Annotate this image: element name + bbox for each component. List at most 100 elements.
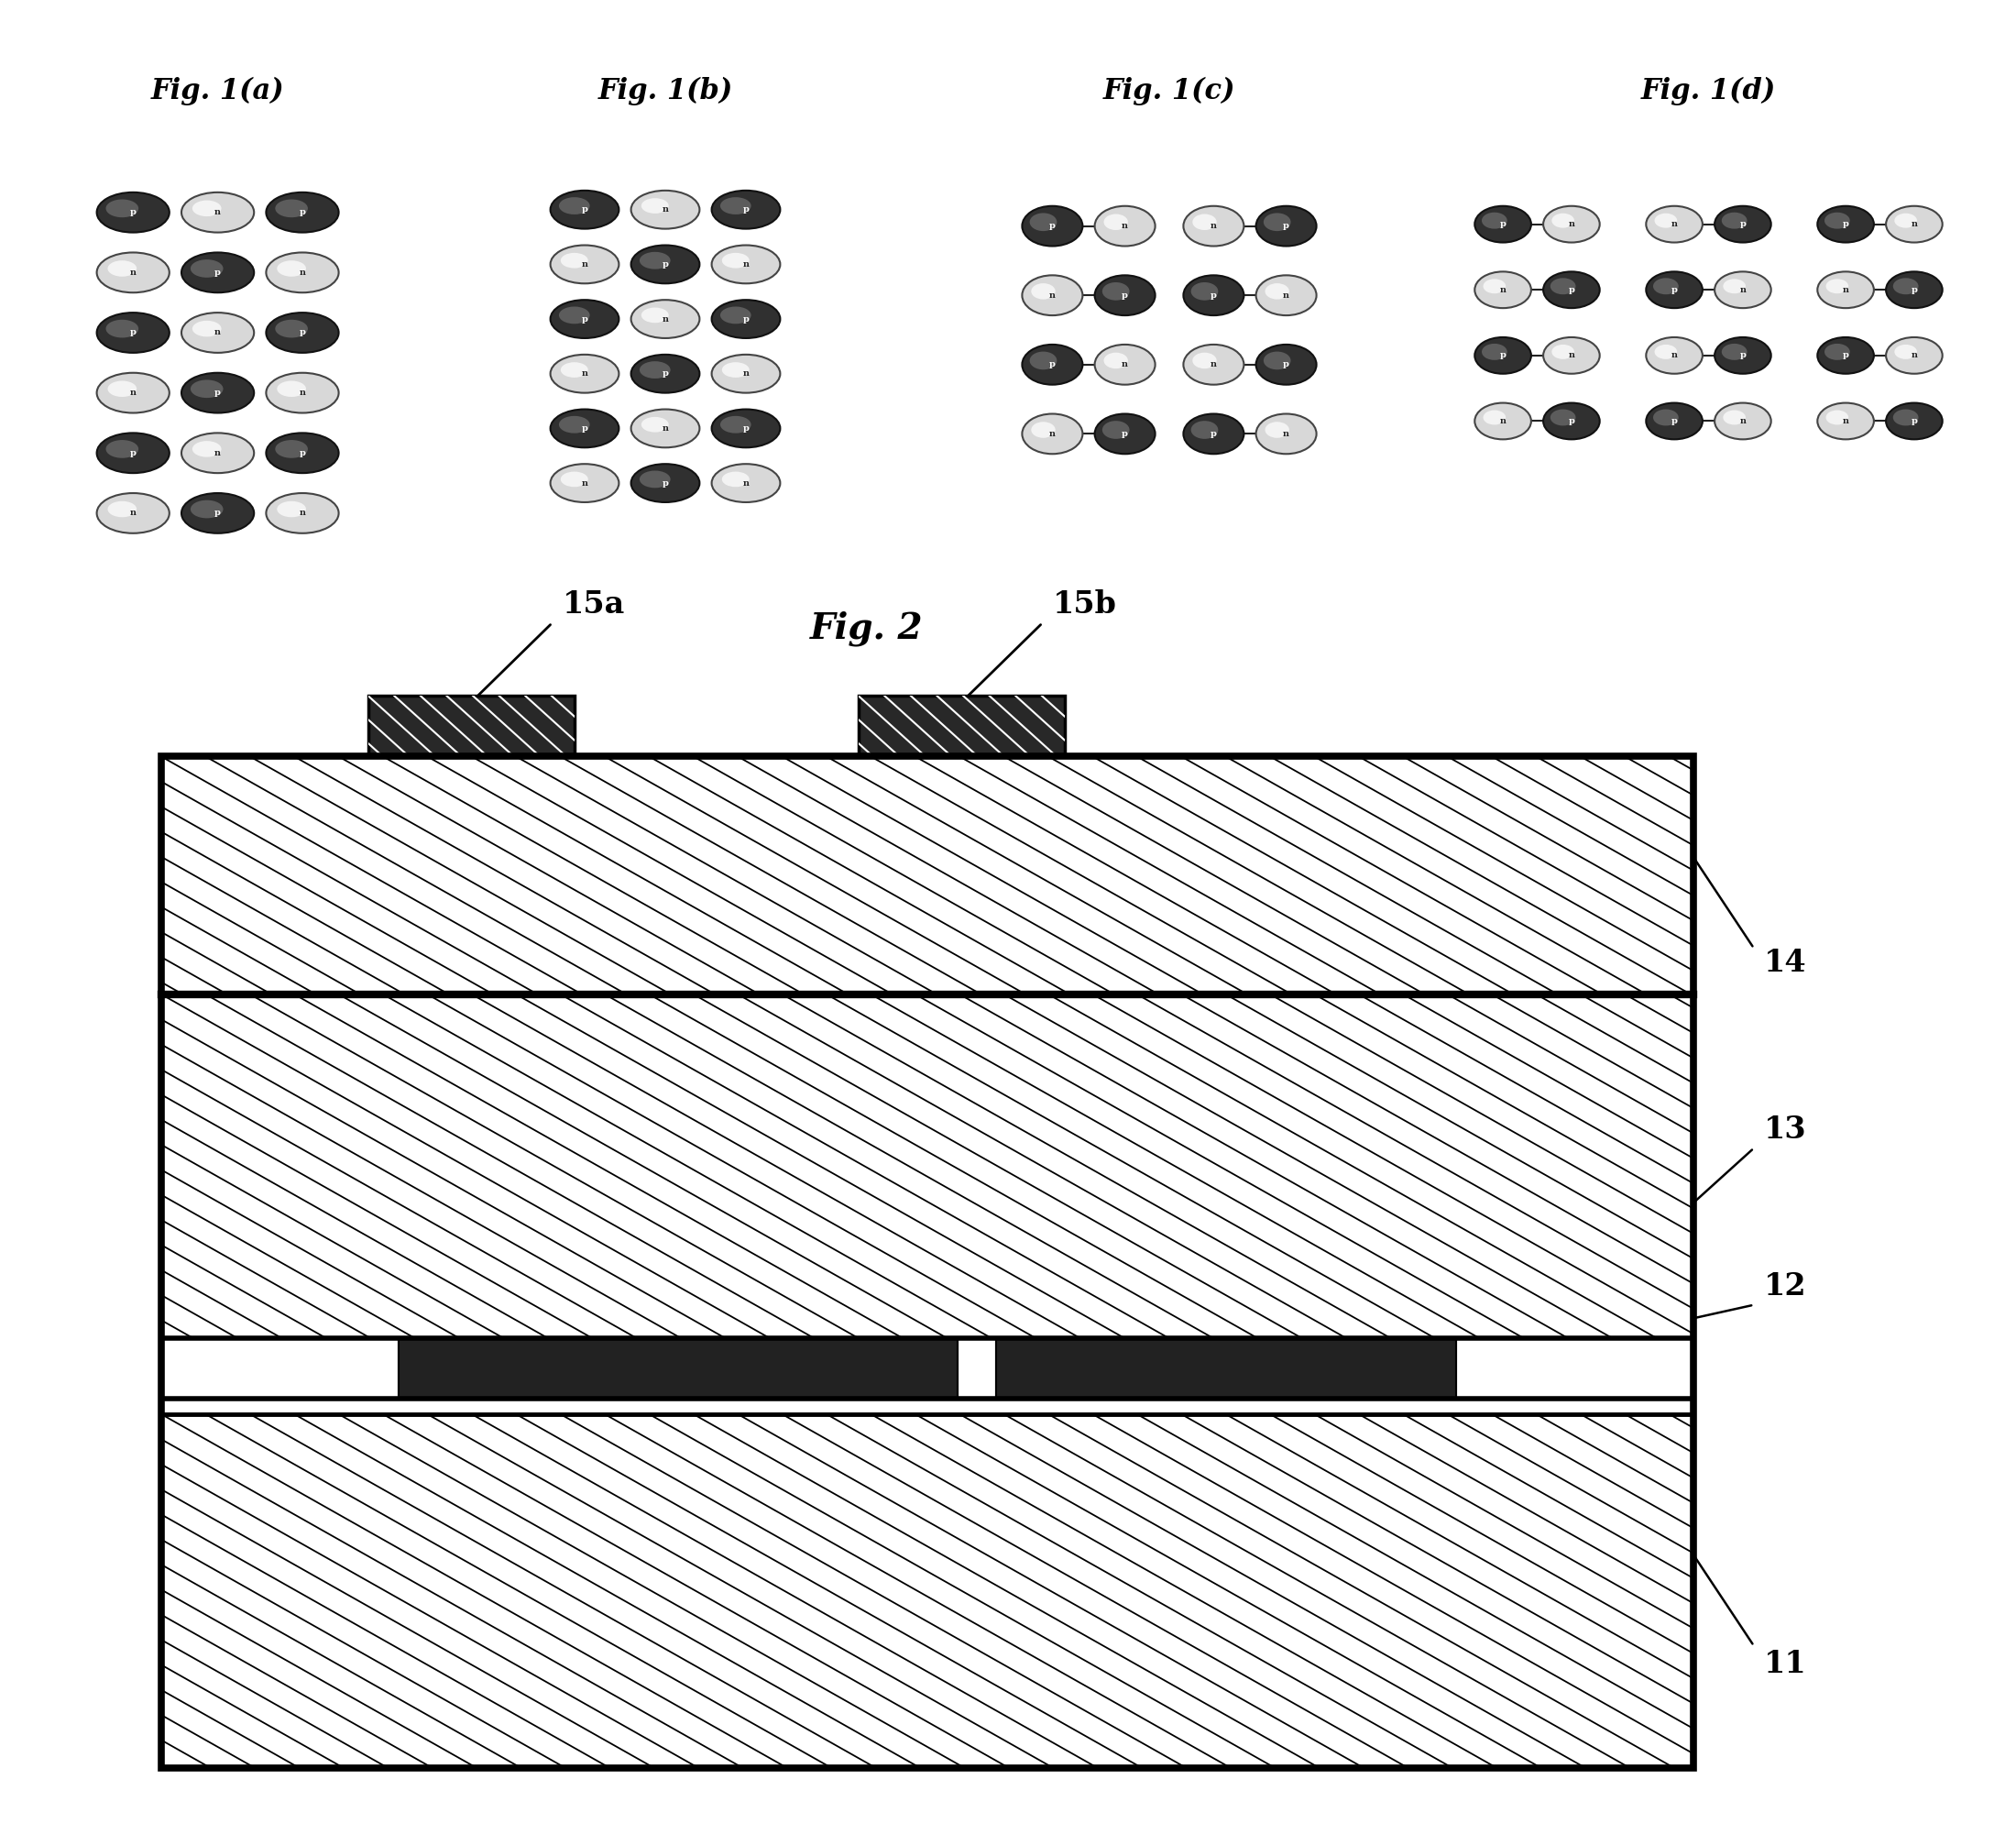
Ellipse shape	[712, 301, 780, 339]
Ellipse shape	[1474, 206, 1532, 242]
Text: p: p	[1121, 292, 1129, 299]
Ellipse shape	[722, 472, 750, 487]
Text: n: n	[1282, 292, 1290, 299]
Ellipse shape	[1266, 421, 1290, 438]
Text: p: p	[214, 388, 222, 397]
Ellipse shape	[1895, 213, 1917, 228]
Text: n: n	[1843, 417, 1849, 425]
Text: p: p	[1740, 352, 1746, 359]
Ellipse shape	[181, 434, 254, 472]
Text: p: p	[298, 328, 306, 337]
Ellipse shape	[97, 253, 169, 294]
Text: Fig. 2: Fig. 2	[810, 611, 923, 647]
Ellipse shape	[266, 434, 339, 472]
Ellipse shape	[631, 191, 700, 230]
Text: Fig. 1(c): Fig. 1(c)	[1103, 77, 1236, 106]
Ellipse shape	[1824, 345, 1851, 361]
Ellipse shape	[1193, 213, 1218, 230]
Ellipse shape	[560, 253, 589, 268]
Text: p: p	[661, 370, 669, 377]
Ellipse shape	[1887, 403, 1943, 439]
Text: n: n	[1282, 430, 1290, 438]
Text: n: n	[1843, 286, 1849, 294]
Ellipse shape	[1256, 345, 1316, 385]
Ellipse shape	[1645, 206, 1702, 242]
Bar	[399, 1338, 958, 1398]
Bar	[161, 994, 1693, 1338]
Text: p: p	[1121, 430, 1129, 438]
Ellipse shape	[550, 354, 619, 394]
Bar	[369, 696, 575, 757]
Text: p: p	[581, 425, 589, 432]
Ellipse shape	[181, 494, 254, 532]
Text: n: n	[1048, 292, 1056, 299]
Ellipse shape	[1714, 206, 1770, 242]
Ellipse shape	[1645, 272, 1702, 308]
Ellipse shape	[639, 361, 671, 379]
Ellipse shape	[1826, 410, 1849, 425]
Ellipse shape	[1183, 275, 1244, 315]
Ellipse shape	[1103, 283, 1129, 301]
Ellipse shape	[274, 199, 308, 217]
Bar	[161, 1415, 1693, 1768]
Text: n: n	[1740, 417, 1746, 425]
Ellipse shape	[1022, 345, 1083, 385]
Text: p: p	[661, 479, 669, 487]
Ellipse shape	[1105, 352, 1129, 368]
Ellipse shape	[1714, 403, 1770, 439]
Ellipse shape	[631, 246, 700, 283]
Text: n: n	[1048, 430, 1056, 438]
Text: n: n	[1568, 221, 1574, 228]
Ellipse shape	[639, 252, 671, 270]
Ellipse shape	[1714, 337, 1770, 374]
Text: p: p	[298, 448, 306, 458]
Text: 13: 13	[1764, 1114, 1806, 1145]
Ellipse shape	[1653, 279, 1679, 295]
Ellipse shape	[1256, 206, 1316, 246]
Ellipse shape	[1484, 410, 1506, 425]
Ellipse shape	[266, 193, 339, 233]
Ellipse shape	[1256, 414, 1316, 454]
Ellipse shape	[192, 321, 222, 337]
Text: n: n	[1121, 222, 1129, 230]
Ellipse shape	[1482, 213, 1508, 230]
Text: p: p	[1282, 361, 1290, 368]
Ellipse shape	[181, 253, 254, 294]
Text: p: p	[1282, 222, 1290, 230]
Ellipse shape	[631, 354, 700, 394]
Text: n: n	[1671, 352, 1677, 359]
Ellipse shape	[560, 363, 589, 377]
Text: n: n	[129, 509, 137, 518]
Bar	[996, 1338, 1456, 1398]
Ellipse shape	[1474, 337, 1532, 374]
Ellipse shape	[1022, 206, 1083, 246]
Ellipse shape	[192, 441, 222, 458]
Ellipse shape	[558, 416, 591, 434]
Ellipse shape	[1552, 213, 1574, 228]
Text: Fig. 1(d): Fig. 1(d)	[1641, 77, 1776, 106]
Ellipse shape	[639, 470, 671, 489]
Ellipse shape	[1266, 283, 1290, 299]
Ellipse shape	[1183, 206, 1244, 246]
Ellipse shape	[550, 191, 619, 230]
Text: n: n	[214, 328, 222, 337]
Ellipse shape	[1818, 272, 1873, 308]
Text: n: n	[298, 509, 306, 518]
Ellipse shape	[550, 465, 619, 503]
Ellipse shape	[276, 261, 306, 277]
Ellipse shape	[97, 434, 169, 472]
Text: Fig. 1(a): Fig. 1(a)	[151, 77, 284, 106]
Ellipse shape	[1714, 272, 1770, 308]
Bar	[859, 696, 1064, 757]
Ellipse shape	[720, 197, 752, 215]
Text: p: p	[1048, 222, 1056, 230]
Text: p: p	[661, 261, 669, 268]
Ellipse shape	[641, 308, 669, 323]
Ellipse shape	[712, 465, 780, 503]
Ellipse shape	[1191, 283, 1218, 301]
Ellipse shape	[1474, 403, 1532, 439]
Ellipse shape	[181, 374, 254, 414]
Ellipse shape	[1550, 410, 1577, 427]
Text: p: p	[1843, 221, 1849, 228]
Text: 15b: 15b	[1052, 589, 1117, 620]
